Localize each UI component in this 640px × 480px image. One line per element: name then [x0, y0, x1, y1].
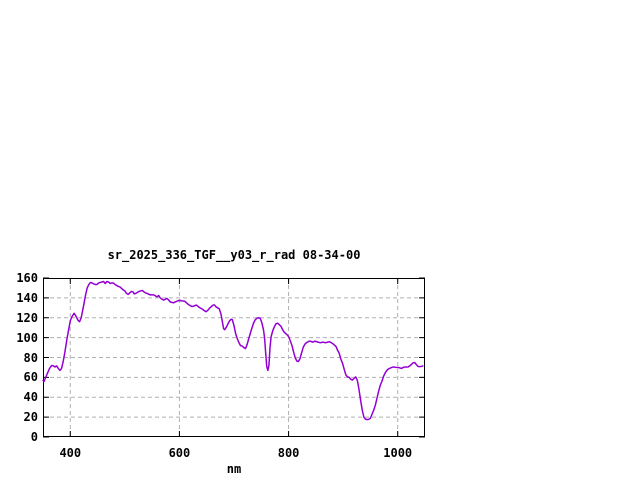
plot-area: [42, 277, 425, 438]
x-tick-label: 400: [59, 446, 82, 460]
x-tick-label: 600: [168, 446, 191, 460]
data-series-line: [42, 280, 424, 421]
y-tick-label: 80: [23, 350, 38, 365]
y-tick-label: 160: [16, 271, 38, 285]
plot-border: [43, 278, 425, 437]
y-tick-label: 100: [16, 330, 38, 345]
y-tick-label: 140: [16, 290, 38, 305]
x-tick-label: 800: [277, 446, 300, 460]
y-tick-label: 60: [23, 370, 38, 385]
y-tick-label: 120: [16, 310, 38, 325]
x-axis-title: nm: [226, 462, 242, 476]
x-tick-label: 1000: [383, 446, 413, 460]
plot-svg: [42, 277, 425, 438]
y-tick-label: 0: [30, 430, 38, 444]
y-tick-label: 20: [23, 410, 38, 425]
y-tick-label: 40: [23, 390, 38, 405]
chart-title: sr_2025_336_TGF__y03_r_rad 08-34-00: [107, 248, 361, 262]
